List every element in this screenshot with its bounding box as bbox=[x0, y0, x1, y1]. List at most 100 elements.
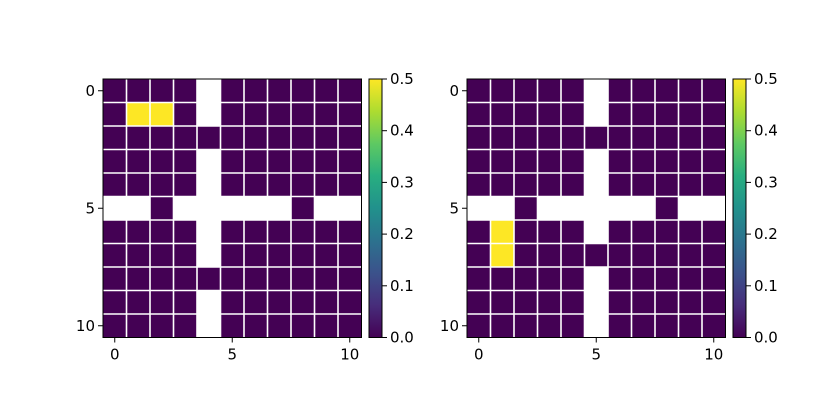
colorbar-tick-label: 0.2 bbox=[390, 225, 414, 243]
heatmap-cell-r7-c7 bbox=[267, 243, 292, 268]
heatmap-cell-r6-c8 bbox=[291, 220, 315, 244]
colorbar-tick-label: 0.4 bbox=[754, 122, 778, 140]
heatmap-cell-r1-c1 bbox=[490, 102, 515, 127]
heatmap-cell-r5-c6 bbox=[244, 196, 268, 221]
heatmap-cell-r3-c10 bbox=[338, 149, 362, 174]
heatmap-cell-r3-c9 bbox=[678, 149, 703, 174]
heatmap-cell-r1-c5 bbox=[584, 102, 609, 127]
heatmap-cell-r7-c2 bbox=[514, 243, 538, 268]
heatmap-cell-r3-c6 bbox=[608, 149, 632, 174]
heatmap-cell-r1-c9 bbox=[678, 102, 703, 127]
heatmap-cell-r2-c0 bbox=[467, 126, 491, 150]
heatmap-cell-r6-c2 bbox=[514, 220, 538, 244]
heatmap-cell-r4-c5 bbox=[584, 173, 609, 197]
heatmap-cell-r3-c5 bbox=[584, 149, 609, 174]
colorbar-tick-label: 0.2 bbox=[754, 225, 778, 243]
heatmap-cell-r5-c5 bbox=[220, 196, 245, 221]
heatmap-cell-r7-c6 bbox=[608, 243, 632, 268]
heatmap-cell-r5-c1 bbox=[490, 196, 515, 221]
colorbar-tick-label: 0.1 bbox=[754, 277, 778, 295]
heatmap-cell-r6-c6 bbox=[244, 220, 268, 244]
heatmap-cell-r3-c1 bbox=[490, 149, 515, 174]
heatmap-cell-r3-c4 bbox=[197, 149, 221, 174]
heatmap-cell-r8-c4 bbox=[197, 267, 221, 291]
heatmap-cell-r1-c6 bbox=[608, 102, 632, 127]
heatmap-cell-r7-c0 bbox=[467, 243, 491, 268]
heatmap-cell-r4-c2 bbox=[150, 173, 174, 197]
heatmap-cell-r10-c2 bbox=[514, 314, 538, 338]
heatmap-cell-r5-c3 bbox=[537, 196, 562, 221]
heatmap-cell-r0-c7 bbox=[631, 79, 656, 103]
heatmap-cell-r2-c10 bbox=[702, 126, 726, 150]
heatmap-cell-r4-c7 bbox=[631, 173, 656, 197]
heatmap-cell-r2-c9 bbox=[314, 126, 339, 150]
heatmap-cell-r9-c5 bbox=[584, 290, 609, 315]
heatmap-cell-r7-c9 bbox=[678, 243, 703, 268]
heatmap-cell-r2-c7 bbox=[267, 126, 292, 150]
heatmap-cell-r5-c7 bbox=[267, 196, 292, 221]
heatmap-cell-r2-c1 bbox=[126, 126, 151, 150]
heatmap-cell-r5-c9 bbox=[314, 196, 339, 221]
heatmap-cell-r0-c5 bbox=[220, 79, 245, 103]
heatmap-cell-r7-c7 bbox=[631, 243, 656, 268]
heatmap-cell-r9-c3 bbox=[537, 290, 562, 315]
x-tick-label: 5 bbox=[227, 346, 237, 364]
heatmap-cell-r9-c9 bbox=[678, 290, 703, 315]
heatmap-cell-r6-c7 bbox=[631, 220, 656, 244]
heatmap-cell-r5-c7 bbox=[631, 196, 656, 221]
heatmap-cell-r9-c9 bbox=[314, 290, 339, 315]
heatmap-cell-r1-c2 bbox=[514, 102, 538, 127]
heatmap-cell-r0-c3 bbox=[173, 79, 198, 103]
heatmap-cell-r0-c0 bbox=[467, 79, 491, 103]
heatmap-cell-r4-c3 bbox=[173, 173, 198, 197]
heatmap-cell-r4-c2 bbox=[514, 173, 538, 197]
x-tick-label: 0 bbox=[474, 346, 484, 364]
heatmap-cell-r5-c4 bbox=[561, 196, 585, 221]
heatmap-cell-r7-c3 bbox=[173, 243, 198, 268]
heatmap-cell-r7-c5 bbox=[220, 243, 245, 268]
colorbar-tick-label: 0.3 bbox=[754, 173, 778, 191]
heatmap-cell-r6-c0 bbox=[103, 220, 127, 244]
heatmap-cell-r7-c9 bbox=[314, 243, 339, 268]
heatmap-cell-r8-c0 bbox=[467, 267, 491, 291]
heatmap-cell-r5-c0 bbox=[103, 196, 127, 221]
heatmap-cell-r9-c10 bbox=[702, 290, 726, 315]
heatmap-cell-r8-c5 bbox=[220, 267, 245, 291]
heatmap-cell-r6-c1 bbox=[126, 220, 151, 244]
heatmap-cell-r4-c9 bbox=[678, 173, 703, 197]
colorbar-tick-label: 0.4 bbox=[390, 122, 414, 140]
heatmap-cell-r8-c1 bbox=[126, 267, 151, 291]
y-tick-label: 10 bbox=[440, 317, 459, 335]
heatmap-cell-r1-c9 bbox=[314, 102, 339, 127]
heatmap-cell-r9-c6 bbox=[608, 290, 632, 315]
heatmap-panel-right: 0 5 10 0 5 10 0.0 0.1 0.2 0.3 0.4 0.5 bbox=[440, 70, 778, 364]
x-tick-label: 0 bbox=[110, 346, 120, 364]
heatmap-cell-r8-c7 bbox=[631, 267, 656, 291]
heatmap-cell-r0-c6 bbox=[608, 79, 632, 103]
heatmap-cell-r1-c10 bbox=[702, 102, 726, 127]
heatmap-cell-r2-c7 bbox=[631, 126, 656, 150]
heatmap-cell-r5-c8 bbox=[291, 196, 315, 221]
y-tick-label: 10 bbox=[76, 317, 95, 335]
heatmap-cell-r8-c8 bbox=[291, 267, 315, 291]
heatmap-cell-r5-c8 bbox=[655, 196, 679, 221]
heatmap-cell-r4-c10 bbox=[338, 173, 362, 197]
heatmap-cell-r7-c1 bbox=[126, 243, 151, 268]
heatmap-cell-r0-c10 bbox=[338, 79, 362, 103]
heatmap-cell-r5-c10 bbox=[338, 196, 362, 221]
heatmap-cell-r3-c1 bbox=[126, 149, 151, 174]
heatmap-cell-r4-c1 bbox=[490, 173, 515, 197]
heatmap-cell-r2-c6 bbox=[244, 126, 268, 150]
heatmap-cell-r1-c4 bbox=[197, 102, 221, 127]
heatmap-cell-r9-c2 bbox=[514, 290, 538, 315]
heatmap-cell-r0-c7 bbox=[267, 79, 292, 103]
heatmap-cell-r8-c2 bbox=[150, 267, 174, 291]
heatmap-cell-r3-c3 bbox=[537, 149, 562, 174]
heatmap-cell-r0-c5 bbox=[584, 79, 609, 103]
heatmap-cell-r8-c1 bbox=[490, 267, 515, 291]
heatmap-cell-r10-c0 bbox=[467, 314, 491, 338]
heatmap-cell-r6-c9 bbox=[314, 220, 339, 244]
heatmap-cell-r3-c0 bbox=[467, 149, 491, 174]
heatmap-cell-r3-c7 bbox=[267, 149, 292, 174]
heatmap-cell-r2-c2 bbox=[514, 126, 538, 150]
